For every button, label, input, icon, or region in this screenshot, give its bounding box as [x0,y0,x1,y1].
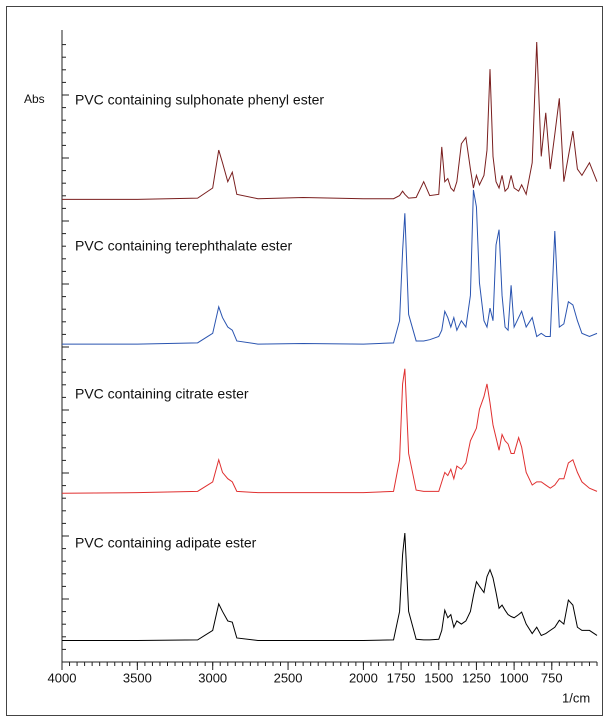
spectrum-line [62,189,598,345]
spectrum-line [62,41,598,200]
series-label: PVC containing adipate ester [75,535,257,551]
x-axis-label: 1/cm [562,690,590,705]
series-label: PVC containing terephthalate ester [75,238,292,254]
frame [6,6,603,716]
series-label: PVC containing sulphonate phenyl ester [75,92,324,108]
y-axis-label: Abs [24,92,45,106]
x-tick-label: 2000 [349,670,378,685]
x-tick-label: 1250 [462,670,491,685]
x-tick-label: 4000 [48,670,77,685]
spectrum-line [62,533,598,642]
series-label: PVC containing citrate ester [75,386,249,402]
x-tick-label: 3500 [123,670,152,685]
x-tick-label: 1750 [387,670,416,685]
x-tick-label: 2500 [274,670,303,685]
x-tick-label: 1000 [500,670,529,685]
x-tick-label: 1500 [424,670,453,685]
x-tick-label: 750 [541,670,563,685]
spectrum-line [61,368,598,494]
x-tick-label: 3000 [198,670,227,685]
